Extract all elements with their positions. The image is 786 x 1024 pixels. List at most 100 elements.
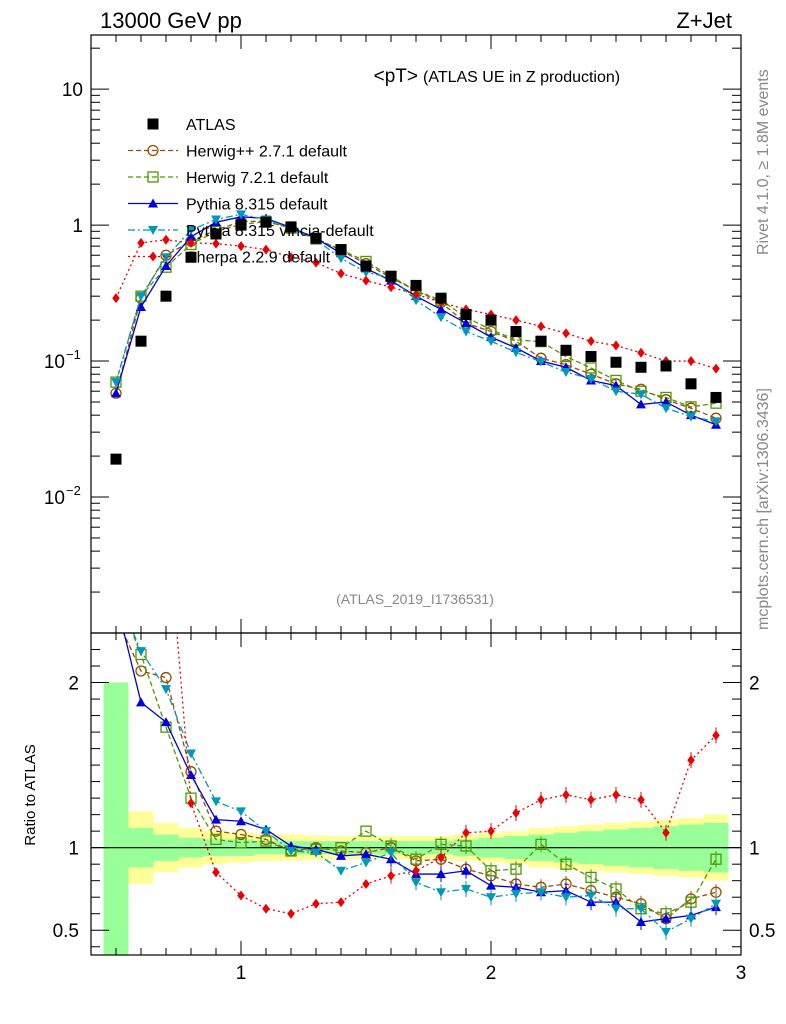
legend-label-atlas: ATLAS bbox=[186, 117, 236, 134]
ratio-point-herwig-2-7-1-default bbox=[160, 671, 172, 684]
series-point-pythia-8-315-default bbox=[161, 261, 171, 271]
ratio-panel: 1 2 3 2 2 1 1 0.5 0.5 Ratio to ATLAS bbox=[22, 632, 775, 984]
process-label: Z+Jet bbox=[676, 8, 732, 33]
ratio-point-sherpa-2-2-9-default bbox=[262, 903, 270, 914]
ratio-point-herwig-7-2-1-default bbox=[435, 838, 447, 851]
x-tick-label: 2 bbox=[486, 963, 497, 984]
data-point-atlas bbox=[635, 361, 647, 373]
y-tick-label-main: 10 bbox=[44, 352, 65, 373]
series-point-pythia-8-315-vincia-default bbox=[636, 390, 646, 400]
ratio-point-herwig-7-2-1-default bbox=[510, 863, 522, 875]
y-tick-label-main: 10 bbox=[44, 488, 65, 509]
analysis-id: (ATLAS_2019_I1736531) bbox=[336, 591, 494, 607]
legend-label-sherpa-2-2-9-default: Sherpa 2.2.9 default bbox=[186, 250, 331, 267]
data-point-atlas bbox=[160, 290, 172, 302]
series-point-pythia-8-315-vincia-default bbox=[661, 404, 671, 414]
legend-marker-sherpa-2-2-9-default bbox=[149, 251, 157, 262]
series-point-sherpa-2-2-9-default bbox=[112, 293, 120, 304]
data-point-atlas bbox=[560, 344, 572, 356]
chart-title-sub: (ATLAS UE in Z production) bbox=[423, 69, 620, 86]
ratio-point-pythia-8-315-vincia-default bbox=[586, 891, 596, 901]
ratio-point-pythia-8-315-default bbox=[661, 913, 671, 923]
series-point-pythia-8-315-vincia-default bbox=[211, 215, 221, 225]
ratio-point-pythia-8-315-vincia-default bbox=[486, 893, 496, 903]
ratio-point-pythia-8-315-vincia-default bbox=[661, 927, 671, 937]
ratio-point-sherpa-2-2-9-default bbox=[387, 870, 395, 881]
ratio-point-herwig-7-2-1-default bbox=[535, 838, 547, 851]
series-point-sherpa-2-2-9-default bbox=[712, 363, 720, 374]
ratio-point-pythia-8-315-vincia-default bbox=[361, 858, 371, 868]
series-point-sherpa-2-2-9-default bbox=[337, 268, 345, 279]
ratio-point-pythia-8-315-vincia-default bbox=[461, 884, 471, 894]
y-tick-label-ratio: 2 bbox=[68, 674, 79, 695]
band-green-bin bbox=[103, 682, 129, 955]
ratio-point-pythia-8-315-default bbox=[236, 816, 246, 826]
ratio-point-pythia-8-315-vincia-default bbox=[386, 848, 396, 858]
legend-label-pythia-8-315-default: Pythia 8.315 default bbox=[186, 197, 328, 214]
data-point-atlas bbox=[260, 216, 272, 228]
ratio-point-herwig-7-2-1-default bbox=[685, 896, 697, 908]
data-point-atlas bbox=[535, 335, 547, 347]
series-line-pythia-8-315-default bbox=[115, 216, 717, 426]
ratio-point-sherpa-2-2-9-default bbox=[537, 794, 545, 805]
legend-label-herwig-7-2-1-default: Herwig 7.2.1 default bbox=[186, 170, 329, 187]
ratio-point-pythia-8-315-vincia-default bbox=[336, 866, 346, 876]
series-point-pythia-8-315-default bbox=[461, 318, 471, 328]
data-point-atlas bbox=[610, 356, 622, 368]
ratio-point-herwig-7-2-1-default bbox=[360, 825, 372, 837]
series-point-pythia-8-315-vincia-default bbox=[111, 378, 121, 388]
series-point-sherpa-2-2-9-default bbox=[612, 340, 620, 351]
ratio-point-pythia-8-315-vincia-default bbox=[311, 848, 321, 858]
ratio-point-sherpa-2-2-9-default bbox=[512, 807, 520, 818]
ratio-point-sherpa-2-2-9-default bbox=[462, 827, 470, 838]
series-point-sherpa-2-2-9-default bbox=[287, 252, 295, 263]
ratio-point-herwig-2-7-1-default bbox=[235, 828, 247, 841]
legend-label-herwig-2-7-1-default: Herwig++ 2.7.1 default bbox=[186, 144, 348, 161]
ratio-point-pythia-8-315-vincia-default bbox=[136, 647, 146, 657]
ratio-point-sherpa-2-2-9-default bbox=[312, 898, 320, 909]
ratio-point-sherpa-2-2-9-default bbox=[287, 908, 295, 919]
y-tick-label-main: 10 bbox=[62, 80, 83, 101]
x-tick-label: 3 bbox=[736, 963, 747, 984]
series-point-pythia-8-315-vincia-default bbox=[686, 412, 696, 422]
data-point-atlas bbox=[685, 378, 697, 390]
ratio-point-pythia-8-315-default bbox=[636, 916, 646, 926]
ratio-point-pythia-8-315-vincia-default bbox=[686, 914, 696, 924]
ratio-point-sherpa-2-2-9-default bbox=[187, 798, 195, 809]
data-point-atlas bbox=[710, 391, 722, 403]
ratio-point-sherpa-2-2-9-default bbox=[712, 730, 720, 741]
ratio-point-herwig-7-2-1-default bbox=[560, 858, 572, 870]
series-point-pythia-8-315-vincia-default bbox=[486, 337, 496, 347]
ratio-point-herwig-7-2-1-default bbox=[485, 865, 497, 877]
data-point-atlas bbox=[185, 251, 197, 263]
ratio-point-herwig-7-2-1-default bbox=[610, 883, 622, 895]
ratio-point-sherpa-2-2-9-default bbox=[362, 878, 370, 889]
ratio-point-pythia-8-315-default bbox=[361, 849, 371, 859]
ratio-point-pythia-8-315-default bbox=[486, 880, 496, 890]
ratio-point-pythia-8-315-default bbox=[461, 865, 471, 875]
data-point-atlas bbox=[585, 351, 597, 363]
ratio-point-sherpa-2-2-9-default bbox=[587, 794, 595, 805]
energy-label: 13000 GeV pp bbox=[100, 8, 242, 33]
data-point-atlas bbox=[310, 232, 322, 244]
ratio-point-sherpa-2-2-9-default bbox=[562, 789, 570, 800]
y-tick-label-ratio-right: 2 bbox=[749, 674, 760, 695]
series-point-sherpa-2-2-9-default bbox=[637, 347, 645, 358]
ratio-point-pythia-8-315-vincia-default bbox=[636, 904, 646, 914]
ratio-point-pythia-8-315-vincia-default bbox=[611, 904, 621, 914]
data-point-atlas bbox=[485, 314, 497, 326]
chart-title-main: <pT> bbox=[374, 66, 418, 87]
y-tick-label-main: 1 bbox=[72, 216, 83, 237]
ratio-point-herwig-7-2-1-default bbox=[235, 837, 247, 849]
legend-marker-herwig-2-7-1-default bbox=[147, 144, 159, 157]
ratio-point-pythia-8-315-default bbox=[211, 814, 221, 824]
series-point-pythia-8-315-default bbox=[436, 304, 446, 314]
ratio-point-pythia-8-315-vincia-default bbox=[236, 807, 246, 817]
series-point-pythia-8-315-vincia-default bbox=[436, 313, 446, 323]
series-point-sherpa-2-2-9-default bbox=[137, 237, 145, 248]
y-tick-label-ratio: 1 bbox=[68, 839, 79, 860]
series-point-pythia-8-315-default bbox=[661, 396, 671, 406]
ratio-point-pythia-8-315-vincia-default bbox=[561, 893, 571, 903]
ratio-point-herwig-7-2-1-default bbox=[460, 840, 472, 852]
series-point-sherpa-2-2-9-default bbox=[537, 321, 545, 332]
